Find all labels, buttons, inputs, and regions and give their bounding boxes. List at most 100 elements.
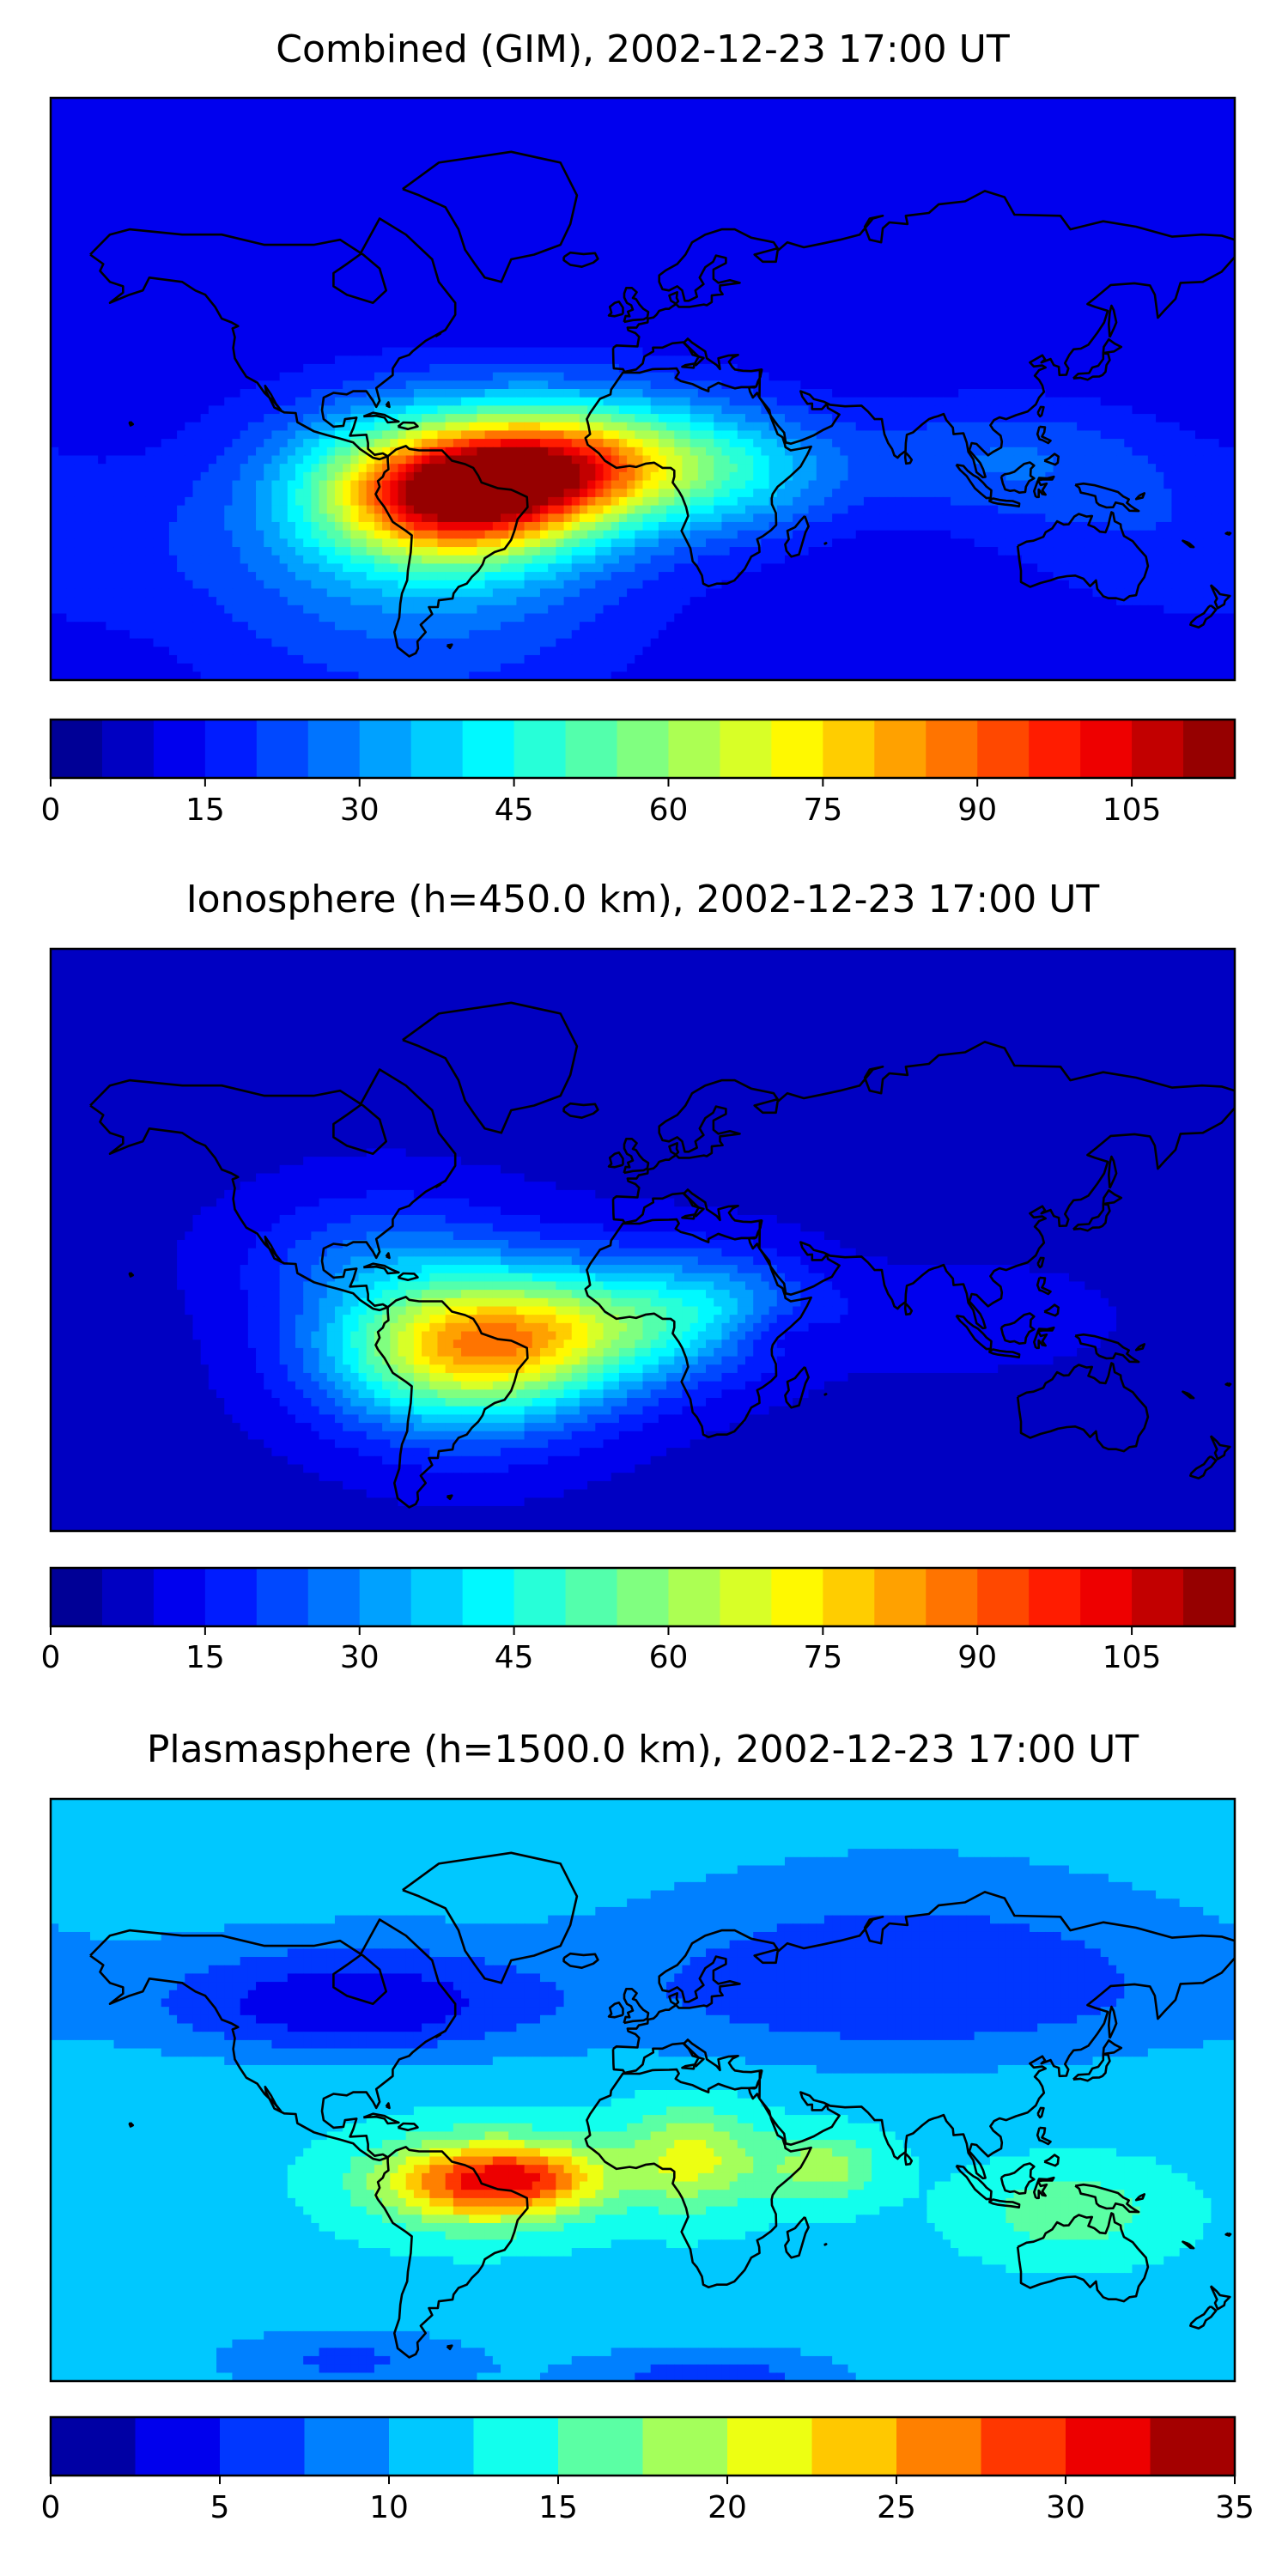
field-cell bbox=[532, 123, 541, 131]
field-cell bbox=[201, 164, 210, 173]
field-cell bbox=[493, 114, 501, 123]
field-cell bbox=[730, 106, 738, 115]
field-cell bbox=[406, 98, 415, 106]
field-cell bbox=[295, 131, 304, 140]
field-cell bbox=[414, 164, 422, 173]
field-cell bbox=[501, 123, 509, 131]
field-cell bbox=[327, 156, 336, 165]
field-cell bbox=[209, 98, 217, 106]
field-cell bbox=[485, 139, 494, 148]
field-cell bbox=[1203, 156, 1212, 165]
field-cell bbox=[556, 148, 564, 156]
field-cell bbox=[595, 156, 604, 165]
field-cell bbox=[809, 114, 817, 123]
field-cell bbox=[879, 139, 888, 148]
field-cell bbox=[1045, 106, 1054, 115]
field-cell bbox=[137, 123, 146, 131]
field-cell bbox=[1069, 106, 1078, 115]
field-cell bbox=[1084, 148, 1093, 156]
field-cell bbox=[864, 114, 872, 123]
field-cell bbox=[753, 114, 762, 123]
field-cell bbox=[706, 98, 714, 106]
field-cell bbox=[1101, 148, 1109, 156]
field-cell bbox=[706, 148, 714, 156]
field-cell bbox=[848, 131, 857, 140]
field-cell bbox=[800, 156, 809, 165]
field-cell bbox=[990, 148, 999, 156]
field-cell bbox=[951, 148, 959, 156]
field-cell bbox=[556, 131, 564, 140]
field-cell bbox=[706, 164, 714, 173]
field-cell bbox=[66, 114, 75, 123]
field-cell bbox=[288, 98, 296, 106]
field-cell bbox=[580, 123, 588, 131]
field-cell bbox=[564, 114, 573, 123]
field-cell bbox=[161, 106, 170, 115]
field-cell bbox=[1156, 98, 1164, 106]
field-cell bbox=[185, 139, 193, 148]
field-cell bbox=[927, 139, 935, 148]
field-cell bbox=[446, 148, 454, 156]
field-cell bbox=[137, 148, 146, 156]
field-cell bbox=[1195, 98, 1204, 106]
field-cell bbox=[951, 131, 959, 140]
field-cell bbox=[137, 139, 146, 148]
field-cell bbox=[1116, 131, 1125, 140]
field-cell bbox=[1163, 139, 1172, 148]
field-cell bbox=[1037, 114, 1046, 123]
field-cell bbox=[730, 131, 738, 140]
field-cell bbox=[501, 156, 509, 165]
field-cell bbox=[493, 98, 501, 106]
field-cell bbox=[367, 148, 375, 156]
field-cell bbox=[975, 139, 983, 148]
field-cell bbox=[951, 156, 959, 165]
field-cell bbox=[1140, 139, 1149, 148]
field-cell bbox=[477, 123, 485, 131]
field-cell bbox=[1132, 148, 1140, 156]
field-cell bbox=[809, 148, 817, 156]
field-cell bbox=[604, 156, 612, 165]
field-cell bbox=[201, 131, 210, 140]
field-cell bbox=[311, 156, 319, 165]
field-cell bbox=[927, 98, 935, 106]
field-cell bbox=[564, 131, 573, 140]
field-cell bbox=[122, 164, 131, 173]
field-cell bbox=[295, 164, 304, 173]
field-cell bbox=[887, 106, 896, 115]
field-cell bbox=[1195, 131, 1204, 140]
field-cell bbox=[935, 123, 944, 131]
field-cell bbox=[1203, 148, 1212, 156]
field-cell bbox=[738, 148, 746, 156]
field-cell bbox=[745, 131, 754, 140]
field-cell bbox=[777, 114, 786, 123]
field-cell bbox=[548, 131, 556, 140]
field-cell bbox=[1124, 131, 1133, 140]
field-cell bbox=[1180, 139, 1188, 148]
field-cell bbox=[303, 164, 312, 173]
field-cell bbox=[82, 106, 91, 115]
field-cell bbox=[335, 156, 343, 165]
field-cell bbox=[990, 139, 999, 148]
field-cell bbox=[1005, 156, 1014, 165]
field-cell bbox=[437, 106, 446, 115]
field-cell bbox=[106, 114, 114, 123]
field-cell bbox=[990, 131, 999, 140]
field-cell bbox=[745, 98, 754, 106]
field-cell bbox=[666, 139, 675, 148]
field-cell bbox=[1054, 114, 1062, 123]
field-cell bbox=[446, 131, 454, 140]
field-cell bbox=[367, 123, 375, 131]
field-cell bbox=[943, 148, 951, 156]
field-cell bbox=[666, 114, 675, 123]
field-cell bbox=[414, 139, 422, 148]
field-cell bbox=[872, 123, 880, 131]
field-cell bbox=[911, 106, 920, 115]
field-cell bbox=[548, 98, 556, 106]
field-cell bbox=[824, 114, 833, 123]
field-cell bbox=[1030, 123, 1038, 131]
field-cell bbox=[1084, 131, 1093, 140]
field-cell bbox=[1054, 98, 1062, 106]
field-cell bbox=[359, 156, 368, 165]
field-cell bbox=[1132, 98, 1140, 106]
field-cell bbox=[1014, 106, 1023, 115]
